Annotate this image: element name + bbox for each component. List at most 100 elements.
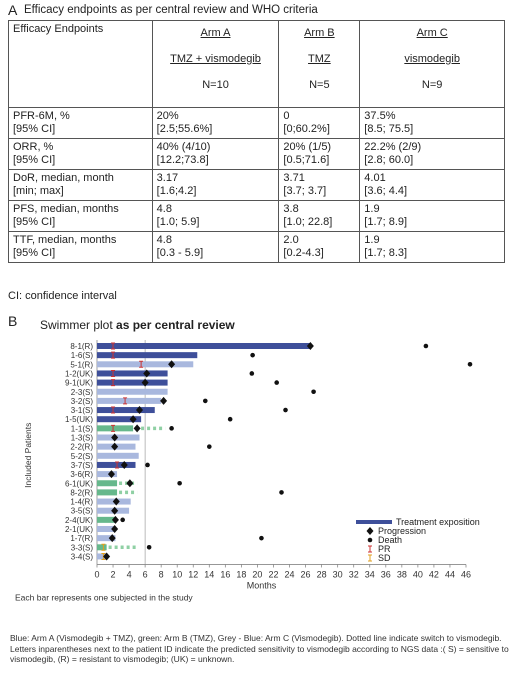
cell-value: 0 [283, 110, 290, 122]
legend-pr-swatch [368, 545, 372, 553]
treatment-bar [97, 397, 162, 404]
cell-ci: [1.6;4.2] [156, 185, 197, 197]
patient-label: 5-1(R) [70, 360, 93, 369]
panel-a-title: Efficacy endpoints as per central review… [24, 4, 318, 16]
progression-marker [120, 460, 128, 469]
patient-label: 5-2(S) [71, 452, 94, 461]
cell-arm-b: 2.0 [0.2-4.3] [278, 231, 361, 263]
patient-label: 6-1(UK) [65, 479, 93, 488]
cell-value: 3.71 [283, 172, 305, 184]
swimmer-plot: 8-1(R)1-6(S)5-1(R)1-2(UK)9-1(UK)2-3(S)3-… [15, 340, 480, 602]
table-row: PFR-6M, % [95% CI] 20% [2.5;55.6%] 0 [0;60.… [8, 107, 505, 139]
legend-death-swatch [367, 537, 373, 543]
row-label: PFS, median, months [95% CI] [8, 200, 153, 232]
treatment-bar [97, 452, 139, 459]
progression-marker [112, 497, 120, 506]
cell-ci: [1.0; 5.9] [156, 216, 200, 228]
table-row: PFS, median, months [95% CI] 4.8 [1.0; 5.9… [8, 200, 505, 232]
cell-arm-c: 37.5% [8.5; 75.5] [359, 107, 505, 139]
cell-arm-b: 0 [0;60.2%] [278, 107, 361, 139]
legend-label: Progression [378, 526, 426, 536]
x-tick-label: 46 [461, 569, 471, 579]
treatment-bar [97, 379, 168, 386]
progression-marker [143, 369, 151, 378]
patient-label: 8-1(R) [70, 342, 93, 351]
cell-value: 4.8 [156, 234, 172, 246]
cell-value: 4.01 [364, 172, 386, 184]
progression-marker [141, 378, 149, 387]
cell-ci: [12.2;73.8] [156, 154, 209, 166]
patient-label: 1-2(UK) [65, 369, 93, 378]
table-row: ORR, % [95% CI] 40% (4/10) [12.2;73.8] 20%… [8, 138, 505, 170]
x-tick-label: 28 [317, 569, 327, 579]
legend-label: SD [378, 553, 391, 563]
cell-value: 37.5% [364, 110, 396, 122]
legend-label: Treatment exposition [396, 517, 480, 527]
treatment-bar [97, 535, 116, 542]
row-label: ORR, % [95% CI] [8, 138, 153, 170]
arm-c-treatment: vismodegib [404, 53, 460, 65]
progression-marker [103, 552, 111, 561]
cell-ci: [1.7; 8.9] [364, 216, 408, 228]
pr-marker [111, 424, 116, 432]
header-arm-a: Arm A TMZ + vismodegib N=10 [151, 20, 280, 108]
x-tick-label: 32 [349, 569, 359, 579]
figure-caption: Blue: Arm A (Vismodegib + TMZ), green: A… [10, 633, 509, 664]
progression-marker [111, 433, 119, 442]
cell-value: 3.17 [156, 172, 179, 184]
death-marker [202, 398, 208, 404]
ci-note: CI: confidence interval [8, 290, 117, 302]
x-tick-label: 38 [397, 569, 407, 579]
death-marker [177, 480, 182, 486]
progression-marker [108, 534, 116, 543]
patient-label: 3-1(S) [71, 406, 94, 415]
treatment-bar [97, 544, 107, 551]
progression-marker [111, 506, 119, 515]
row-label-sub: [95% CI] [13, 154, 56, 166]
table-header-row: Efficacy Endpoints Arm A TMZ + vismodegi… [8, 20, 505, 108]
panel-a-letter: A [8, 2, 18, 18]
pr-marker [111, 406, 116, 414]
x-tick-label: 22 [268, 569, 278, 579]
cell-arm-a: 4.8 [0.3 - 5.9] [151, 231, 280, 263]
progression-marker [111, 525, 119, 533]
arm-b-treatment: TMZ [308, 53, 331, 65]
pr-marker [123, 397, 128, 405]
death-marker [227, 416, 233, 422]
death-marker [283, 407, 288, 413]
patient-label: 9-1(UK) [65, 379, 93, 388]
patient-label: 3-7(S) [71, 461, 94, 470]
x-tick-label: 40 [413, 569, 423, 579]
progression-marker [133, 424, 141, 433]
cell-arm-a: 20% [2.5;55.6%] [151, 107, 280, 139]
x-tick-label: 44 [445, 569, 455, 579]
cell-ci: [8.5; 75.5] [364, 123, 414, 135]
pr-marker [111, 379, 116, 387]
death-marker [279, 490, 284, 495]
patient-label: 2-1(UK) [65, 525, 93, 534]
cell-ci: [0;60.2%] [283, 123, 330, 135]
progression-marker [168, 360, 176, 369]
row-label: TTF, median, months [95% CI] [8, 231, 153, 263]
pr-marker [111, 351, 116, 359]
row-label-main: TTF, median, months [13, 234, 117, 246]
cell-ci: [2.5;55.6%] [156, 123, 213, 135]
row-label-sub: [95% CI] [13, 216, 56, 228]
death-marker [146, 545, 152, 550]
x-tick-label: 8 [159, 569, 164, 579]
cell-ci: [0.3 - 5.9] [156, 247, 204, 259]
death-marker [423, 343, 429, 349]
panel-b-title-bold: as per central review [116, 318, 235, 332]
row-label-sub: [min; max] [13, 185, 64, 197]
treatment-bar [97, 480, 118, 487]
progression-marker [136, 406, 144, 415]
death-marker [250, 352, 255, 358]
treatment-bar [97, 425, 134, 432]
treatment-bar [97, 343, 310, 349]
legend-sd-swatch [368, 554, 372, 562]
cell-value: 22.2% (2/9) [364, 141, 422, 153]
cell-arm-c: 1.9 [1.7; 8.3] [359, 231, 505, 263]
treatment-bar [97, 461, 136, 468]
patient-label: 1-5(UK) [65, 415, 93, 424]
x-tick-label: 0 [94, 569, 99, 579]
